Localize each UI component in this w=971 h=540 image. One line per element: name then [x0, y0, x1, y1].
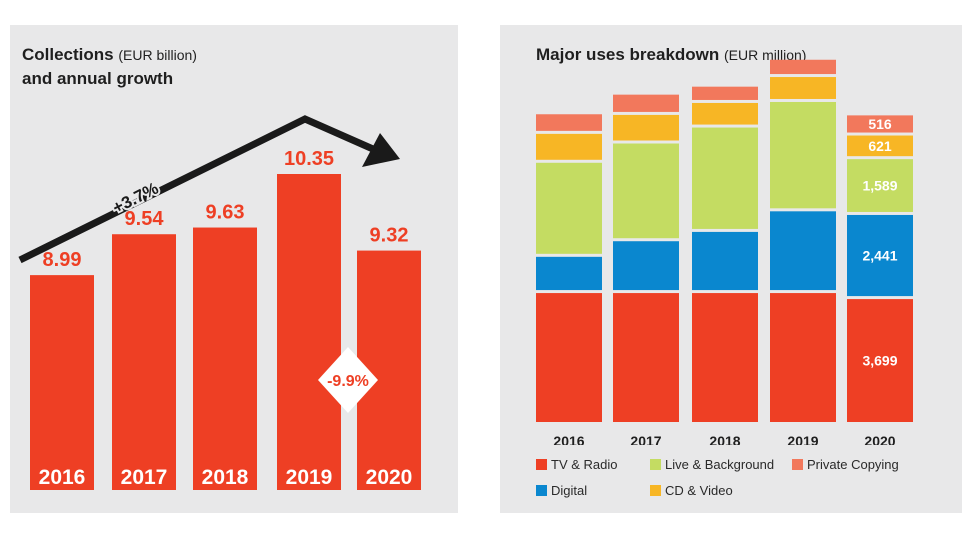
segment-2019-2	[770, 101, 836, 209]
segment-2020-2	[847, 159, 913, 212]
segment-2019-0	[770, 293, 836, 422]
segment-value-label: 516	[868, 116, 892, 132]
x-tick-label: 2016	[553, 433, 584, 445]
x-tick-label: 2019	[787, 433, 818, 445]
segment-2017-4	[613, 94, 679, 112]
collections-chart: +3.7%8.9920169.5420179.63201810.3520199.…	[18, 115, 421, 490]
segment-2020-4	[847, 115, 913, 133]
breakdown-title: Major uses breakdown (EUR million)	[536, 45, 807, 64]
legend-swatch	[536, 459, 547, 470]
breakdown-chart: 2016 2017 2018 2019 3,699 2,441 1,589 621 516 202…	[536, 59, 913, 445]
segment-value-label: 1,589	[862, 178, 897, 194]
legend-item-tv-radio: TV & Radio	[536, 457, 617, 472]
legend-item-cd-video: CD & Video	[650, 483, 733, 498]
segment-2016-2	[536, 162, 602, 254]
segment-2020-0	[847, 299, 913, 422]
segment-2018-3	[692, 102, 758, 125]
bar-value-label: 10.35	[284, 148, 334, 170]
segment-2016-0	[536, 293, 602, 422]
breakdown-panel: Major uses breakdown (EUR million) 2016 2…	[500, 25, 962, 513]
x-tick-label: 2020	[864, 433, 895, 445]
bar-value-label: 8.99	[43, 249, 82, 271]
collections-panel: Collections (EUR billion) and annual gro…	[10, 25, 458, 513]
legend-item-digital: Digital	[536, 483, 587, 498]
segment-2017-1	[613, 241, 679, 291]
segment-2016-1	[536, 256, 602, 291]
legend-swatch	[650, 485, 661, 496]
collections-title: Collections (EUR billion) and annual gro…	[22, 45, 197, 88]
legend-swatch	[536, 485, 547, 496]
legend-swatch	[792, 459, 803, 470]
legend-item-live-background: Live & Background	[650, 457, 774, 472]
bar-2016	[30, 275, 94, 490]
segment-2018-1	[692, 231, 758, 291]
bar-year-label: 2018	[202, 466, 249, 489]
segment-2020-1	[847, 214, 913, 297]
segment-2019-3	[770, 77, 836, 99]
drop-label: -9.9%	[327, 373, 369, 390]
segment-2017-3	[613, 114, 679, 141]
segment-2017-0	[613, 293, 679, 422]
segment-2016-4	[536, 114, 602, 131]
legend-item-private-copying: Private Copying	[792, 457, 899, 472]
segment-2019-4	[770, 59, 836, 75]
bar-year-label: 2019	[286, 466, 333, 489]
segment-2019-1	[770, 211, 836, 291]
bar-2019	[277, 174, 341, 490]
segment-value-label: 3,699	[862, 353, 897, 369]
bar-value-label: 9.32	[370, 225, 409, 247]
drop-badge	[318, 347, 378, 413]
segment-2017-2	[613, 143, 679, 239]
segment-2016-3	[536, 133, 602, 160]
segment-2018-2	[692, 127, 758, 229]
legend-swatch	[650, 459, 661, 470]
segment-2018-0	[692, 293, 758, 422]
growth-arrow-head-icon	[362, 133, 400, 167]
bar-year-label: 2016	[39, 466, 86, 489]
x-tick-label: 2017	[630, 433, 661, 445]
bar-value-label: 9.63	[206, 202, 245, 224]
bar-value-label: 9.54	[125, 208, 165, 230]
segment-value-label: 621	[868, 138, 892, 154]
bar-year-label: 2017	[121, 466, 168, 489]
segment-2020-3	[847, 135, 913, 157]
growth-arrow-line	[18, 115, 384, 264]
bar-2017	[112, 234, 176, 490]
segment-2018-4	[692, 86, 758, 100]
segment-value-label: 2,441	[862, 248, 897, 264]
bar-year-label: 2020	[366, 466, 413, 489]
bar-2018	[193, 227, 257, 490]
x-tick-label: 2018	[709, 433, 740, 445]
